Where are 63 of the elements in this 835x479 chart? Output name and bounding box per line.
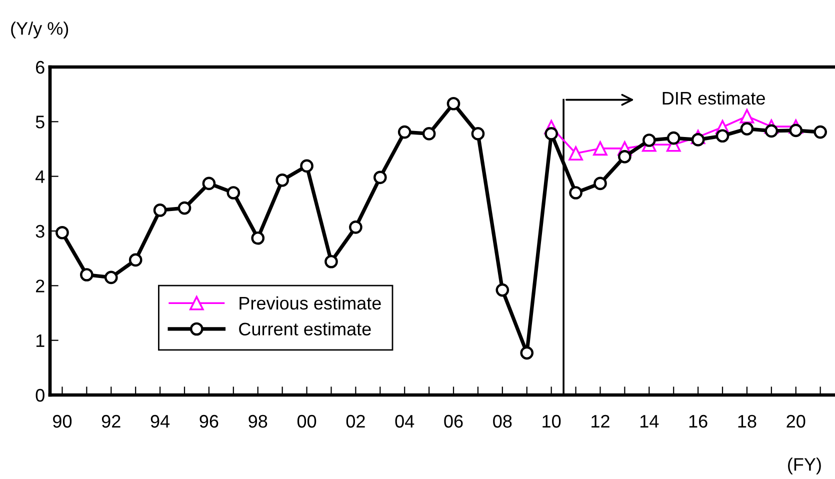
x-tick-label: 20 [786,414,806,428]
x-tick-label: 04 [395,414,414,428]
x-tick-label: 00 [297,414,316,428]
y-tick-label: 2 [36,280,44,292]
x-tick-label: 16 [689,414,708,428]
x-tick-label: 14 [640,415,659,428]
point [471,127,485,140]
x-tick-label: 10 [542,414,561,428]
x-tick-label: 98 [248,414,268,428]
x-tick-label: 18 [738,414,756,428]
point [251,231,265,245]
x-tick-label: 94 [150,414,170,428]
legend-label: Previous estimate [240,296,381,310]
point [764,124,778,138]
point [618,150,632,164]
point [226,186,240,200]
point [373,170,387,184]
point [178,201,192,215]
point [128,253,142,267]
x-tick-label: 92 [102,414,120,428]
point [300,159,314,173]
legend-label: Current estimate [239,322,371,336]
point [496,283,510,297]
point [716,129,730,143]
point [740,109,754,124]
point [422,127,436,140]
y-tick-label: 4 [36,170,45,183]
x-axis-title: (FY) [788,458,821,474]
point [814,125,827,139]
point [594,176,607,190]
point [666,131,680,145]
point [56,226,69,240]
point [593,141,608,156]
y-tick-label: 6 [36,60,44,74]
point [544,127,558,140]
y-tick-label: 0 [36,388,44,402]
point [324,254,338,268]
y-axis-title: (Y/y %) [11,22,68,38]
point [642,134,656,147]
x-tick-label: 96 [200,414,218,428]
annotation: DIR estimate [662,91,765,105]
point [276,173,289,187]
point [789,124,803,138]
point [568,146,583,161]
point [691,133,705,146]
x-tick-label: 12 [592,414,610,428]
x-tick-label: 90 [53,414,72,428]
point [104,270,118,284]
y-tick-label: 3 [36,224,44,238]
point [398,125,412,139]
point [153,204,167,217]
point [569,186,582,200]
x-tick-label: 06 [444,414,463,428]
y-tick-label: 1 [36,334,44,347]
point [446,96,460,110]
x-tick-label: 08 [493,414,512,428]
point [349,220,362,234]
point [520,346,534,360]
point [80,268,94,282]
x-tick-label: 02 [346,414,365,428]
point [740,122,754,136]
point [202,176,216,190]
y-tick-label: 5 [36,116,44,128]
